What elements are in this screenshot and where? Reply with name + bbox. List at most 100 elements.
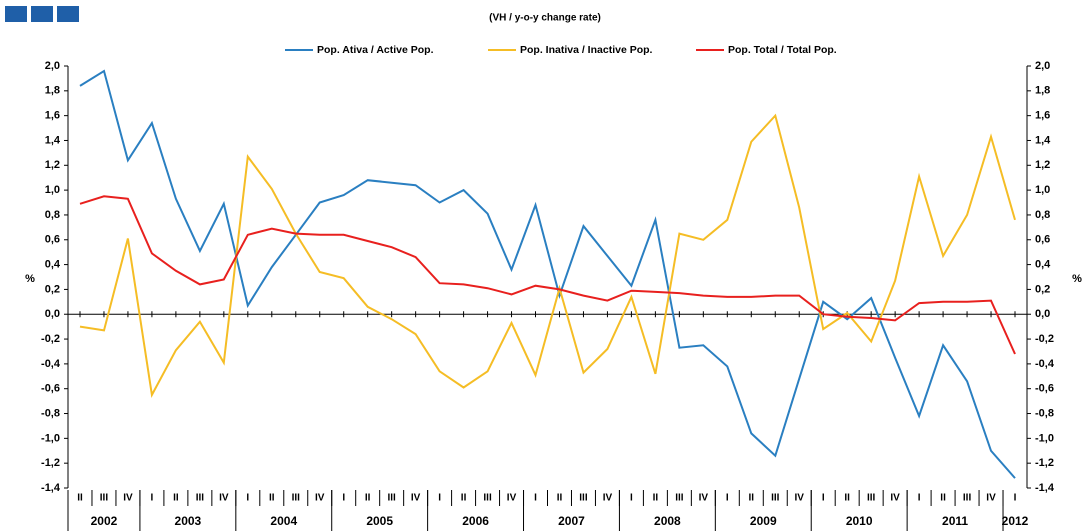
x-tick-label: III xyxy=(675,493,684,504)
y-tick-label: 1,6 xyxy=(45,110,60,122)
x-tick-label: IV xyxy=(219,493,229,504)
logo-square xyxy=(57,6,79,22)
y-axis-label: % xyxy=(25,273,35,285)
x-tick-label: II xyxy=(269,493,275,504)
y2-tick-label: -0,4 xyxy=(1035,358,1055,370)
y2-tick-label: 0,4 xyxy=(1035,258,1051,270)
x-tick-label: I xyxy=(151,493,154,504)
x-tick-label: III xyxy=(771,493,780,504)
x-tick-label: I xyxy=(918,493,921,504)
x-tick-label: I xyxy=(342,493,345,504)
x-tick-label: III xyxy=(292,493,301,504)
x-tick-label: III xyxy=(387,493,396,504)
x-tick-label: IV xyxy=(507,493,517,504)
logo-square xyxy=(31,6,53,22)
year-label: 2010 xyxy=(846,514,873,528)
year-label: 2007 xyxy=(558,514,585,528)
x-tick-label: I xyxy=(1014,493,1017,504)
x-tick-label: II xyxy=(940,493,946,504)
x-tick-label: II xyxy=(173,493,179,504)
y2-tick-label: 0,8 xyxy=(1035,209,1050,221)
y-tick-label: -1,0 xyxy=(41,432,60,444)
x-tick-label: III xyxy=(196,493,205,504)
y2-tick-label: 1,8 xyxy=(1035,85,1050,97)
y-tick-label: 0,2 xyxy=(45,283,60,295)
y-tick-label: 1,8 xyxy=(45,85,60,97)
y2-tick-label: 1,0 xyxy=(1035,184,1050,196)
y-tick-label: 0,8 xyxy=(45,209,60,221)
y2-tick-label: 0,0 xyxy=(1035,308,1050,320)
y2-tick-label: -1,0 xyxy=(1035,432,1054,444)
y-tick-label: -0,8 xyxy=(41,407,60,419)
y-tick-label: 1,4 xyxy=(45,134,61,146)
year-label: 2002 xyxy=(91,514,118,528)
x-tick-label: IV xyxy=(699,493,709,504)
x-tick-label: I xyxy=(630,493,633,504)
x-tick-label: I xyxy=(726,493,729,504)
year-label: 2011 xyxy=(942,514,968,528)
y-tick-label: -0,4 xyxy=(41,358,61,370)
chart-subtitle: (VH / y-o-y change rate) xyxy=(489,13,601,24)
x-tick-label: I xyxy=(438,493,441,504)
x-tick-label: III xyxy=(100,493,109,504)
legend-label: Pop. Ativa / Active Pop. xyxy=(317,44,434,56)
x-tick-label: II xyxy=(365,493,371,504)
x-tick-label: IV xyxy=(411,493,421,504)
x-tick-label: II xyxy=(77,493,83,504)
y-tick-label: -0,6 xyxy=(41,383,60,395)
x-tick-label: IV xyxy=(795,493,805,504)
y-tick-label: -1,4 xyxy=(41,482,61,494)
x-tick-label: I xyxy=(246,493,249,504)
y-tick-label: 1,0 xyxy=(45,184,60,196)
logo-square xyxy=(5,6,27,22)
x-tick-label: IV xyxy=(986,493,996,504)
x-tick-label: II xyxy=(461,493,467,504)
y2-tick-label: 0,2 xyxy=(1035,283,1050,295)
x-tick-label: IV xyxy=(603,493,613,504)
x-tick-label: II xyxy=(844,493,850,504)
y-tick-label: 0,6 xyxy=(45,234,60,246)
y2-tick-label: 1,4 xyxy=(1035,134,1051,146)
y2-tick-label: -0,6 xyxy=(1035,383,1054,395)
x-tick-label: I xyxy=(822,493,825,504)
year-label: 2008 xyxy=(654,514,681,528)
x-tick-label: IV xyxy=(123,493,133,504)
x-tick-label: I xyxy=(534,493,537,504)
y-tick-label: -1,2 xyxy=(41,457,60,469)
legend-label: Pop. Total / Total Pop. xyxy=(728,44,837,56)
year-label: 2005 xyxy=(366,514,393,528)
year-label: 2003 xyxy=(175,514,202,528)
x-tick-label: III xyxy=(963,493,972,504)
y-tick-label: 0,0 xyxy=(45,308,60,320)
x-tick-label: IV xyxy=(890,493,900,504)
x-tick-label: II xyxy=(653,493,659,504)
legend-label: Pop. Inativa / Inactive Pop. xyxy=(520,44,653,56)
y-tick-label: 1,2 xyxy=(45,159,60,171)
series-line xyxy=(79,69,1016,479)
y2-tick-label: -0,2 xyxy=(1035,333,1054,345)
year-label: 2006 xyxy=(462,514,489,528)
y2-tick-label: 1,2 xyxy=(1035,159,1050,171)
y2-axis-label: % xyxy=(1072,273,1082,285)
y2-tick-label: 1,6 xyxy=(1035,110,1050,122)
y-tick-label: -0,2 xyxy=(41,333,60,345)
series-line xyxy=(79,113,1016,399)
y2-tick-label: -1,4 xyxy=(1035,482,1055,494)
year-label: 2012 xyxy=(1002,514,1029,528)
x-tick-label: II xyxy=(749,493,755,504)
x-tick-label: III xyxy=(867,493,876,504)
y-tick-label: 0,4 xyxy=(45,258,61,270)
y2-tick-label: 0,6 xyxy=(1035,234,1050,246)
year-label: 2004 xyxy=(270,514,297,528)
y-tick-label: 2,0 xyxy=(45,60,60,72)
x-tick-label: II xyxy=(557,493,563,504)
x-tick-label: III xyxy=(483,493,492,504)
y2-tick-label: 2,0 xyxy=(1035,60,1050,72)
x-tick-label: IV xyxy=(315,493,325,504)
year-label: 2009 xyxy=(750,514,777,528)
series-line xyxy=(79,195,1016,355)
y2-tick-label: -1,2 xyxy=(1035,457,1054,469)
x-tick-label: III xyxy=(579,493,588,504)
y2-tick-label: -0,8 xyxy=(1035,407,1054,419)
